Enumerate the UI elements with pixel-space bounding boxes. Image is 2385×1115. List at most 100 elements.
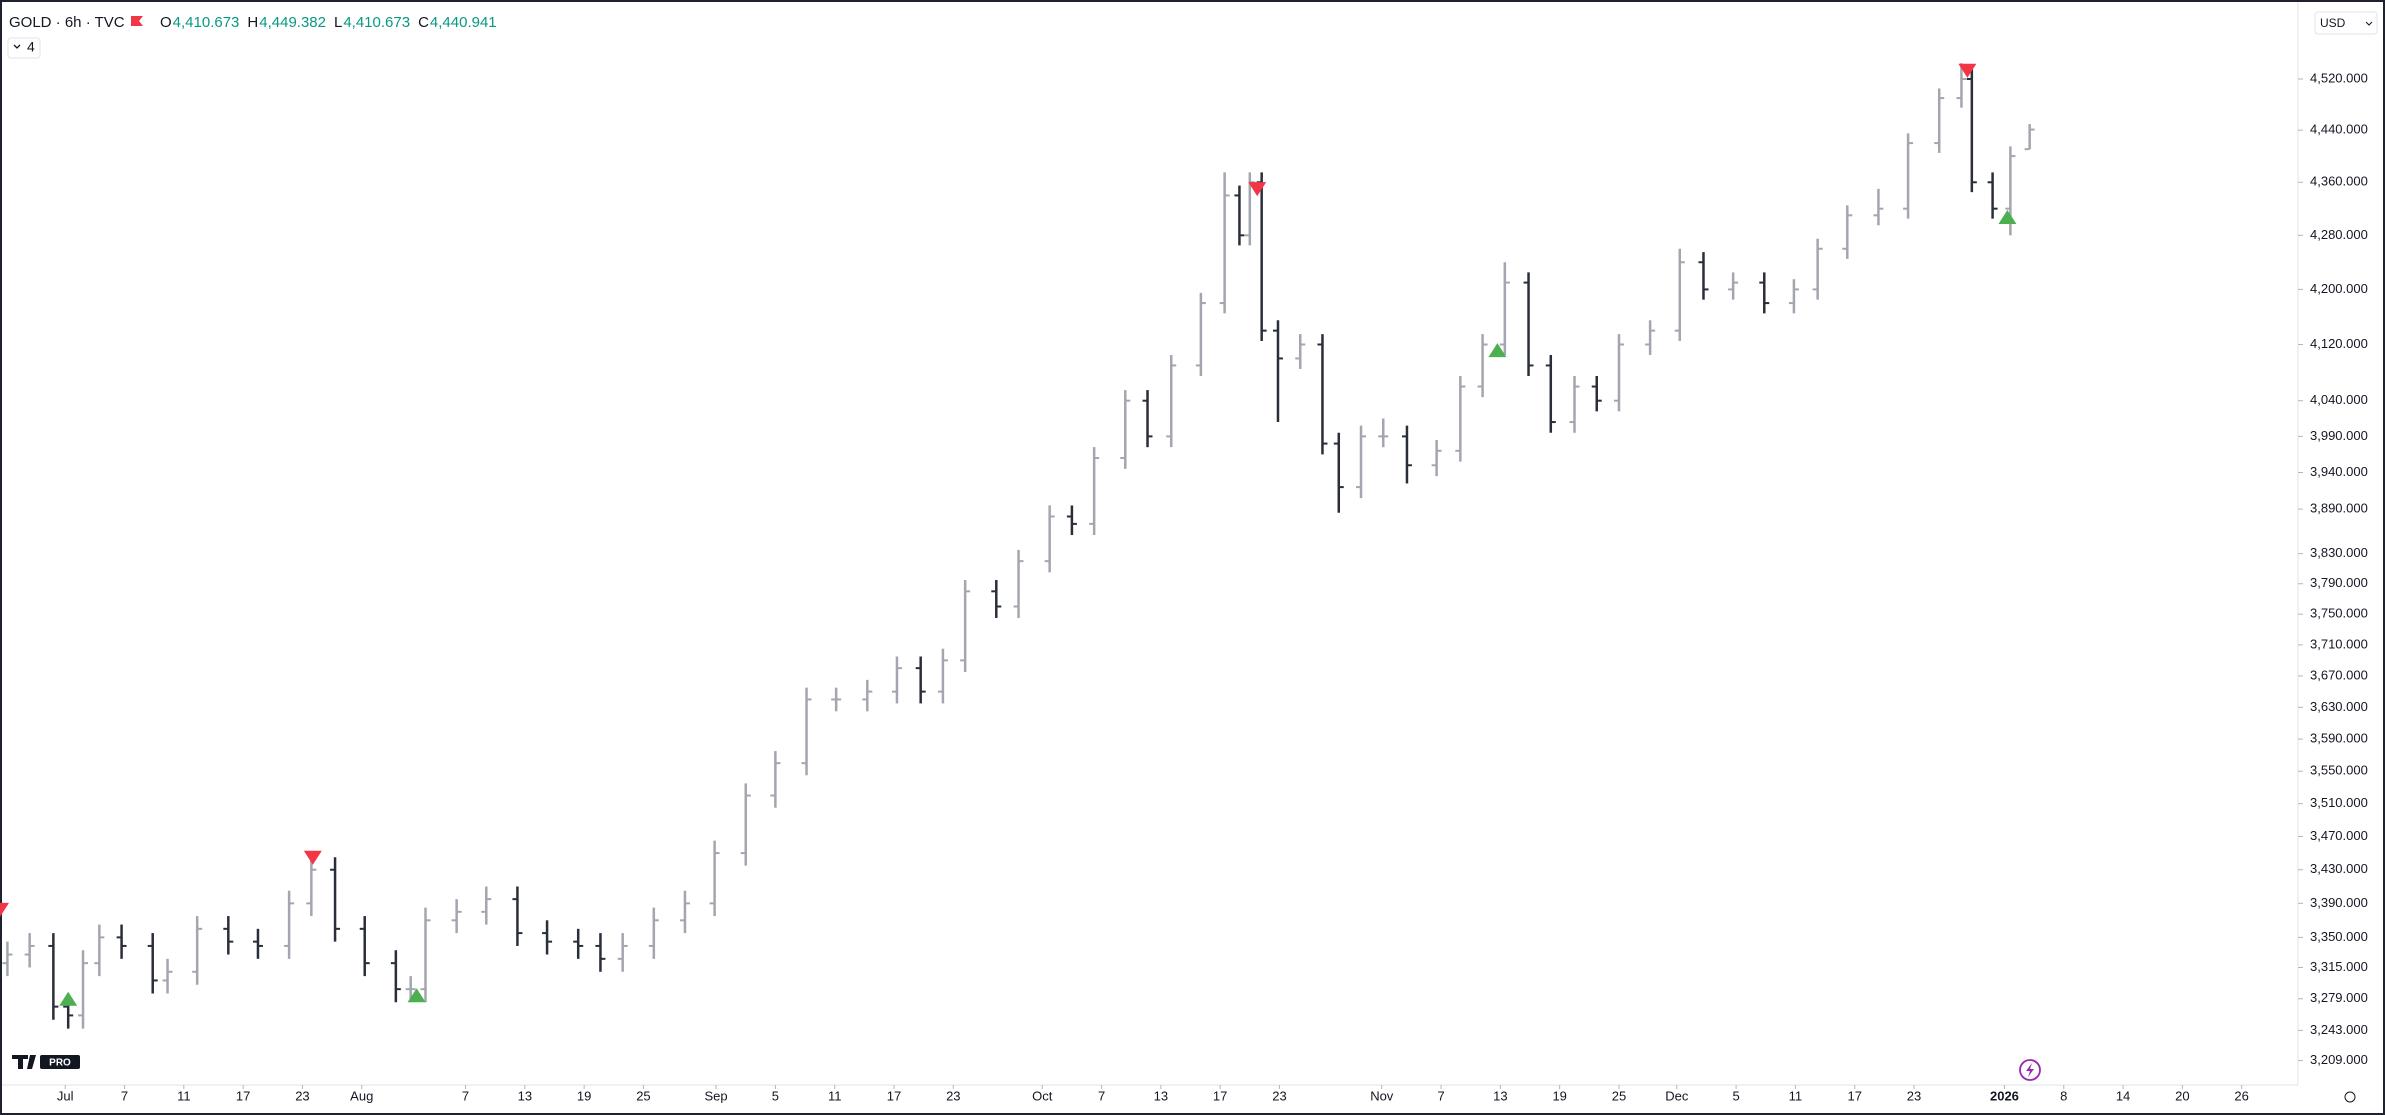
ohlc-bar [147,933,158,994]
x-tick-label: Oct [1032,1088,1053,1103]
ohlc-bar [1569,375,1580,433]
ohlc-bar [1219,172,1230,314]
ohlc-bar [1674,248,1685,342]
x-tick-label: 11 [828,1088,842,1103]
y-tick-label: 3,630.000 [2310,699,2368,714]
ohlc-bar [1966,69,1977,193]
buy-signal [59,991,78,1006]
legend-key: H [247,14,258,31]
ohlc-bar [1788,279,1799,314]
ohlc-bar [1987,172,1998,219]
sell-signal [303,850,322,865]
y-tick-label: 4,360.000 [2310,174,2368,189]
lightning-icon [2026,1063,2034,1077]
x-tick-label: 8 [2060,1088,2067,1103]
y-tick-label: 3,890.000 [2310,501,2368,516]
x-tick-label: Nov [1370,1088,1394,1103]
ohlc-bar [1295,334,1306,369]
x-tick-label: 25 [1612,1088,1626,1103]
y-tick-label: 4,440.000 [2310,122,2368,137]
ohlc-bar [679,890,690,934]
x-tick-label: 13 [1493,1088,1507,1103]
ohlc-bar [1013,549,1024,618]
ohlc-bar [937,648,948,704]
ohlc-bar [512,886,523,946]
y-tick-label: 3,990.000 [2310,428,2368,443]
x-tick-label: 5 [772,1088,779,1103]
sell-signal [0,902,9,917]
y-tick-label: 3,430.000 [2310,861,2368,876]
x-tick-label: 13 [518,1088,532,1103]
chevron [13,44,21,49]
x-tick-label: 23 [946,1088,960,1103]
tv-logo: PRO [12,1055,80,1069]
ohlc-bar [1812,238,1823,300]
y-tick-label: 3,830.000 [2310,545,2368,560]
ohlc-bar [330,857,341,942]
flag-icon[interactable] [131,16,143,26]
ohlc-bar [1142,390,1153,448]
x-tick-label: 17 [1847,1088,1861,1103]
ohlc-legend: O 4,410.673 H 4,449.382 L 4,410.673 C 4,440.941 [160,14,497,31]
ohlc-bar [770,751,781,808]
x-tick-label: 17 [1213,1088,1227,1103]
x-tick-label: 7 [1098,1088,1105,1103]
logo-text: PRO [49,1058,71,1069]
ohlc-bar [1166,354,1177,448]
ohlc-bar [24,933,35,968]
y-tick-label: 3,550.000 [2310,763,2368,778]
y-tick-label: 3,350.000 [2310,929,2368,944]
settings-button[interactable] [2344,1091,2356,1103]
ohlc-bar [451,899,462,934]
ohlc-bar [1591,375,1602,412]
ohlc-bar [1934,88,1945,153]
y-tick-label: 3,510.000 [2310,795,2368,810]
x-tick-label: 23 [1272,1088,1286,1103]
ohlc-bar [1333,432,1344,513]
ohlc-bar [1234,185,1245,246]
ohlc-bar [1903,133,1914,219]
ohlc-bar [595,933,606,972]
y-tick-label: 3,750.000 [2310,606,2368,621]
x-tick-label: 14 [2116,1088,2130,1103]
ohlc-bar [192,916,203,985]
ohlc-bar [78,950,89,1029]
currency-button[interactable] [2314,11,2378,35]
y-tick-label: 4,520.000 [2310,70,2368,85]
y-tick-label: 3,279.000 [2310,990,2368,1005]
chevron [2365,21,2373,26]
ohlc-bar [1873,188,1884,226]
legend-key: L [334,14,342,31]
y-tick-label: 3,670.000 [2310,667,2368,682]
ohlc-bar [891,656,902,704]
x-tick-label: 11 [1789,1088,1803,1103]
x-tick-label: 17 [887,1088,901,1103]
ohlc-bar [542,920,553,955]
x-tick-label: 13 [1154,1088,1168,1103]
ohlc-bar [1120,390,1131,469]
y-tick-label: 3,315.000 [2310,959,2368,974]
x-tick-label: 20 [2175,1088,2189,1103]
y-tick-label: 3,209.000 [2310,1052,2368,1067]
x-tick-label: Jul [57,1088,74,1103]
ohlc-bar [1066,505,1077,536]
ohlc-bar [1499,262,1510,355]
x-tick-label: 23 [295,1088,309,1103]
ohlc-bar [1842,205,1853,259]
ohlc-bar [740,783,751,866]
x-tick-label: 5 [1732,1088,1739,1103]
ohlc-bar [1613,334,1624,412]
indicator-toggle[interactable] [7,37,41,59]
y-tick-label: 4,200.000 [2310,281,2368,296]
buy-signal [407,988,426,1003]
ohlc-bar [390,950,401,1003]
legend-value: 4,410.673 [343,14,410,31]
ohlc-bar [1523,272,1534,376]
legend-value: 4,410.673 [173,14,240,31]
y-tick-label: 4,040.000 [2310,392,2368,407]
ohlc-bar [284,890,295,959]
lightning-button[interactable] [2019,1059,2041,1081]
y-tick-label: 3,390.000 [2310,895,2368,910]
x-tick-label: 19 [1552,1088,1566,1103]
ohlc-bar [2,941,13,977]
